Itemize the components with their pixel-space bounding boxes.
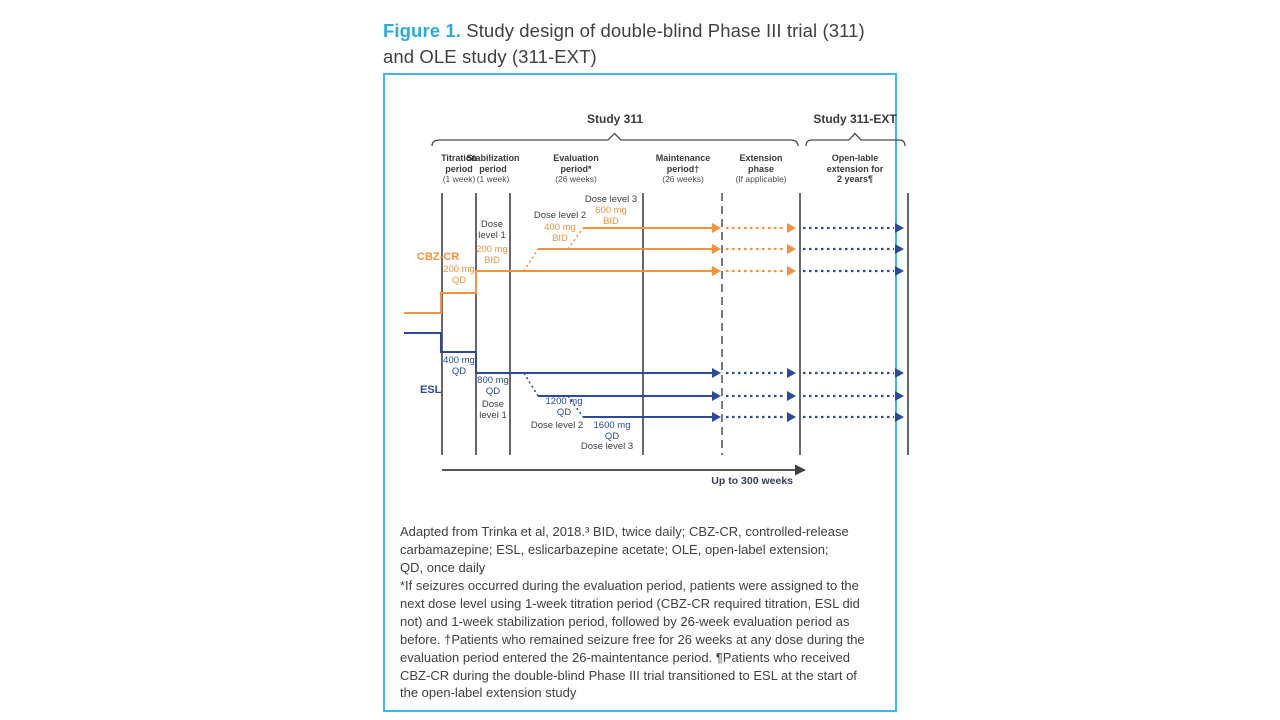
column-header-open-label-extension: Open-lable extension for 2 years¶ — [826, 153, 884, 185]
esl-dose-level-2-dose: 1200 mg QD — [545, 396, 583, 419]
esl-titration-dose-label: 400 mg QD — [443, 355, 475, 378]
column-header-titration: Titration period (1 week) — [441, 153, 477, 185]
bracket-label-study-311-ext: Study 311-EXT — [813, 112, 897, 126]
cbz-dose-level-2-label: Dose level 2 — [533, 210, 587, 221]
esl-dose-level-1-label: Dose level 1 — [479, 399, 507, 422]
cbz-dose-level-2-dose: 400 mg BID — [544, 222, 576, 245]
esl-dose-level-1-dose: 800 mg QD — [477, 375, 509, 398]
bracket-label-study-311: Study 311 — [586, 112, 644, 126]
cbz-dose-level-3-dose: 600 mg BID — [595, 205, 627, 228]
timeline-duration-label: Up to 300 weeks — [711, 475, 793, 487]
figure-frame — [383, 73, 897, 712]
figure-footnote: Adapted from Trinka et al, 2018.³ BID, t… — [400, 524, 865, 701]
esl-dose-level-3-dose: 1600 mg QD — [593, 420, 631, 443]
esl-dose-level-3-label: Dose level 3 — [580, 441, 634, 452]
column-header-extension: Extension phase (If applicable) — [735, 153, 787, 185]
column-header-stabilization: Stabilization period (1 week) — [466, 153, 520, 185]
cbz-dose-level-3-label: Dose level 3 — [584, 194, 638, 205]
esl-dose-level-2-label: Dose level 2 — [530, 420, 584, 431]
cbz-dose-level-1-dose: 200 mg BID — [476, 244, 508, 267]
figure-title-text: Study design of double-blind Phase III t… — [383, 20, 865, 67]
arm-label-cbz-cr: CBZ-CR — [417, 251, 460, 263]
column-header-maintenance: Maintenance period† (26 weeks) — [655, 153, 711, 185]
column-header-evaluation: Evaluation period* (26 weeks) — [553, 153, 599, 185]
figure-number: Figure 1. — [383, 20, 461, 41]
cbz-titration-dose-label: 200 mg QD — [443, 264, 475, 287]
cbz-dose-level-1-label: Dose level 1 — [478, 219, 506, 242]
figure-title: Figure 1. Study design of double-blind P… — [383, 18, 865, 69]
arm-label-esl: ESL — [420, 384, 442, 396]
